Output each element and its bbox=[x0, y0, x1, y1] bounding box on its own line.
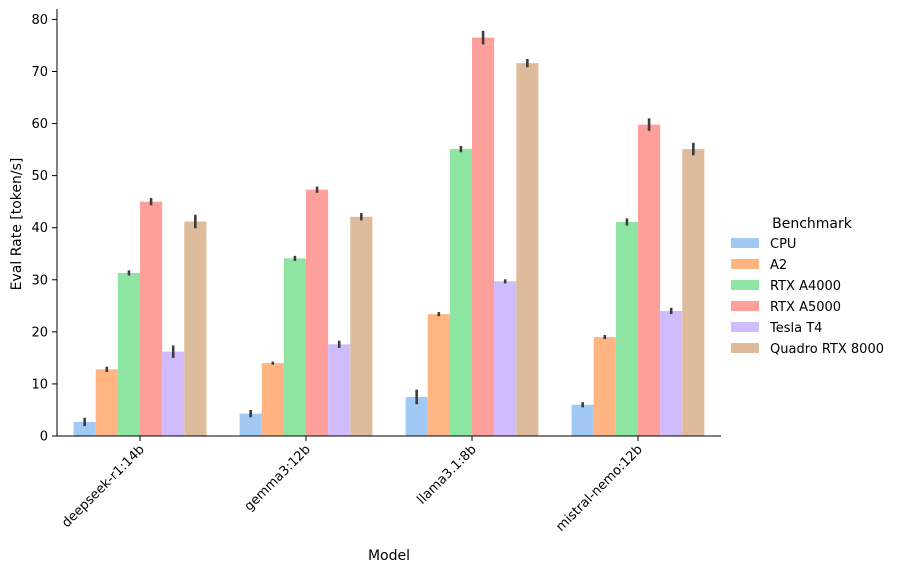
legend-label: Tesla T4 bbox=[769, 321, 822, 336]
legend-title: Benchmark bbox=[772, 216, 853, 232]
bar bbox=[494, 281, 517, 436]
x-tick-label: mistral-nemo:12b bbox=[553, 442, 645, 534]
bar bbox=[283, 258, 306, 436]
y-tick-label: 60 bbox=[31, 117, 48, 132]
x-tick-label: llama3.1:8b bbox=[414, 442, 479, 507]
y-tick-label: 0 bbox=[40, 430, 48, 445]
bar bbox=[638, 124, 661, 436]
x-axis: deepseek-r1:14b gemma3:12b llama3.1:8b mist… bbox=[57, 435, 721, 535]
bar bbox=[571, 404, 594, 436]
bar bbox=[117, 273, 140, 436]
y-tick-label: 80 bbox=[31, 13, 48, 28]
x-tick-label: gemma3:12b bbox=[242, 442, 314, 514]
legend-swatch bbox=[731, 322, 759, 332]
legend-label: A2 bbox=[770, 258, 787, 273]
bars-layer bbox=[73, 37, 705, 436]
x-tick-label: deepseek-r1:14b bbox=[59, 442, 148, 531]
bar bbox=[140, 201, 163, 436]
y-tick-label: 10 bbox=[31, 377, 48, 392]
legend-label: RTX A4000 bbox=[770, 279, 841, 294]
bar bbox=[660, 311, 683, 436]
bar bbox=[73, 421, 96, 436]
legend-swatch bbox=[731, 301, 759, 311]
bar bbox=[239, 413, 262, 436]
y-tick-label: 50 bbox=[31, 169, 48, 184]
bar bbox=[350, 216, 373, 436]
legend-label: CPU bbox=[770, 237, 796, 252]
legend-label: Quadro RTX 8000 bbox=[770, 342, 884, 357]
bar bbox=[328, 344, 351, 436]
bar bbox=[95, 369, 118, 436]
bar bbox=[405, 396, 428, 436]
legend-label: RTX A5000 bbox=[770, 300, 841, 315]
bar bbox=[306, 189, 329, 436]
y-tick-label: 70 bbox=[31, 65, 48, 80]
bar bbox=[682, 149, 705, 436]
bar bbox=[261, 363, 284, 436]
bar bbox=[449, 149, 472, 436]
bar bbox=[427, 314, 450, 436]
x-axis-label: Model bbox=[368, 548, 410, 564]
bar bbox=[472, 37, 495, 436]
y-tick-label: 30 bbox=[31, 273, 48, 288]
legend-swatch bbox=[731, 238, 759, 248]
legend-swatch bbox=[731, 343, 759, 353]
y-axis: 0 10 20 30 40 50 60 70 80 bbox=[31, 9, 58, 445]
bar bbox=[184, 221, 207, 436]
y-tick-label: 40 bbox=[31, 221, 48, 236]
legend-swatch bbox=[731, 280, 759, 290]
legend-swatch bbox=[731, 259, 759, 269]
bar bbox=[593, 337, 616, 436]
y-axis-label: Eval Rate [token/s] bbox=[9, 158, 25, 291]
bar bbox=[162, 351, 185, 436]
error-bars-layer bbox=[83, 30, 695, 427]
legend: Benchmark CPU A2 RTX A4000 RTX A5000 Tesla T… bbox=[731, 216, 884, 357]
bar bbox=[615, 221, 638, 436]
y-tick-label: 20 bbox=[31, 325, 48, 340]
bar bbox=[516, 63, 539, 436]
